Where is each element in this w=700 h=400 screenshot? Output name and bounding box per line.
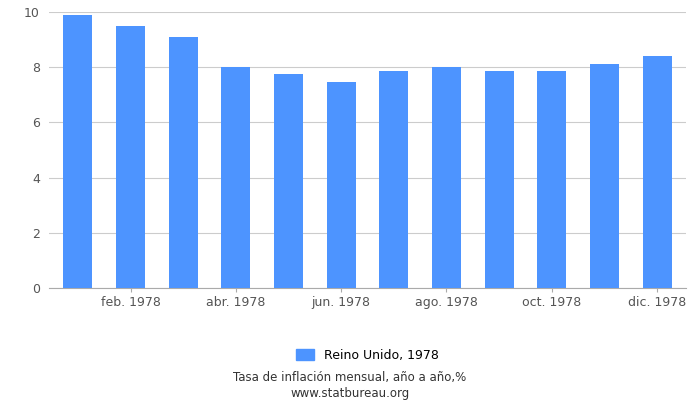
Bar [432, 67, 461, 288]
Bar [169, 37, 197, 288]
Bar [379, 71, 408, 288]
Bar [116, 26, 145, 288]
Bar [643, 56, 671, 288]
Bar [484, 71, 514, 288]
Bar [327, 82, 356, 288]
Bar [221, 67, 251, 288]
Text: www.statbureau.org: www.statbureau.org [290, 388, 410, 400]
Text: Tasa de inflación mensual, año a año,%: Tasa de inflación mensual, año a año,% [233, 372, 467, 384]
Bar [274, 74, 303, 288]
Bar [64, 15, 92, 288]
Legend: Reino Unido, 1978: Reino Unido, 1978 [290, 344, 444, 367]
Bar [590, 64, 619, 288]
Bar [538, 71, 566, 288]
